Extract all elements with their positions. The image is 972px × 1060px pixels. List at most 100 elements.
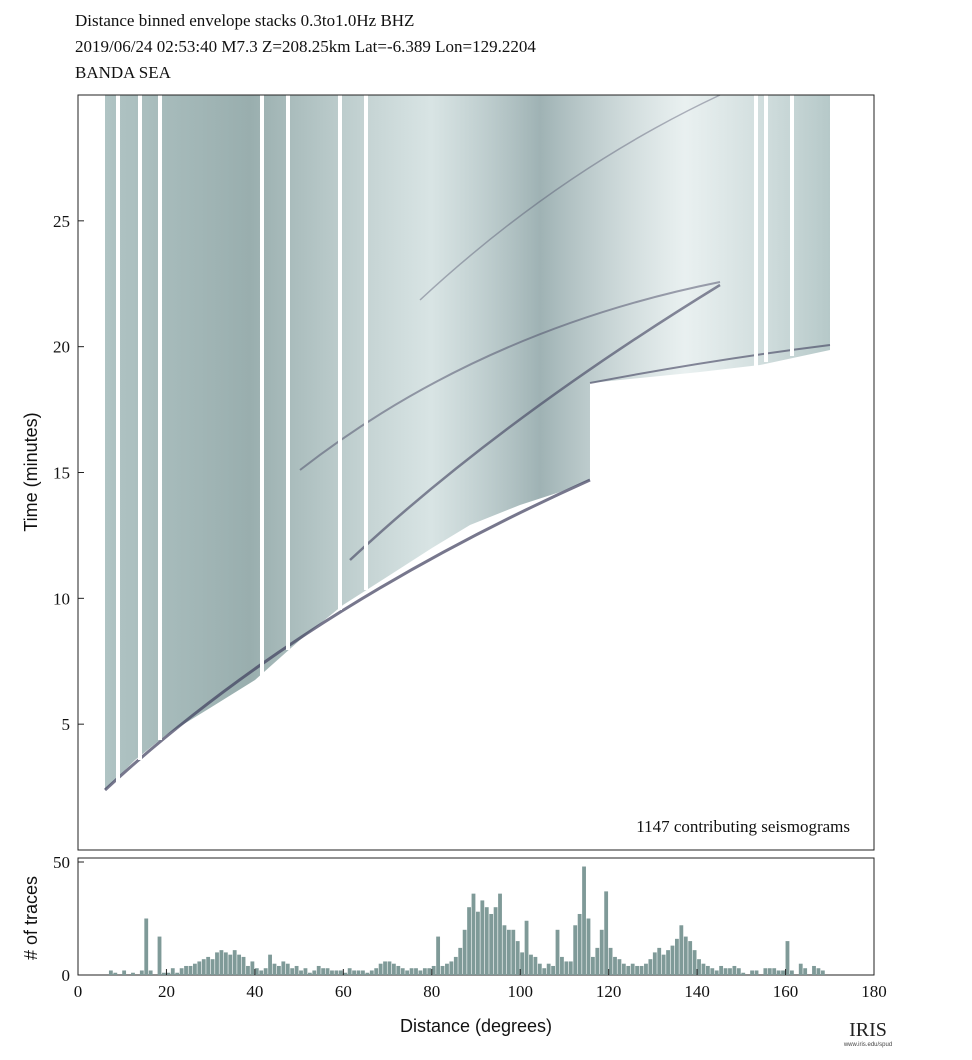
bar (330, 970, 334, 975)
bar (520, 952, 525, 975)
bar (170, 968, 175, 975)
x-tick-label: 0 (74, 982, 83, 1001)
bar (533, 956, 538, 975)
bar (188, 965, 193, 975)
bar (237, 954, 242, 975)
bar (378, 963, 383, 975)
bar (816, 968, 821, 975)
bar (493, 907, 498, 975)
bar (560, 956, 564, 975)
bar (157, 936, 162, 975)
bar (524, 920, 529, 975)
bar (555, 929, 560, 975)
bar (272, 963, 277, 975)
x-axis-label: Distance (degrees) (400, 1016, 552, 1036)
y-tick-label: 20 (53, 338, 70, 357)
bar (683, 936, 688, 975)
bar (776, 970, 781, 975)
envelope-texture (103, 94, 831, 792)
bar (564, 961, 569, 975)
bar (206, 956, 211, 975)
bar (546, 963, 551, 975)
bar (670, 945, 675, 975)
bar (803, 968, 808, 975)
bar (228, 954, 233, 975)
bar (608, 947, 613, 975)
bar (599, 929, 604, 975)
bar (789, 970, 794, 975)
bar (166, 972, 171, 975)
bar (162, 972, 166, 975)
bar (299, 970, 303, 975)
bar (697, 959, 701, 975)
bar (219, 950, 224, 975)
bar (175, 972, 180, 975)
bar (621, 963, 626, 975)
bar (369, 970, 374, 975)
bar (303, 968, 308, 975)
bar (568, 961, 573, 975)
bar (113, 972, 118, 975)
bar (772, 968, 777, 975)
bar (365, 972, 370, 975)
bar (184, 965, 188, 975)
bar (511, 929, 516, 975)
bar (639, 965, 644, 975)
bar (613, 956, 617, 975)
bar (223, 952, 228, 975)
bar (352, 970, 356, 975)
bar (617, 959, 622, 975)
bar (254, 968, 259, 975)
bar (723, 968, 728, 975)
bar (246, 965, 250, 975)
bar (754, 970, 759, 975)
bar (666, 950, 670, 975)
bar (400, 968, 405, 975)
bar (263, 968, 268, 975)
bar (476, 911, 480, 975)
bar (767, 968, 772, 975)
bar (215, 952, 219, 975)
bar (241, 956, 246, 975)
bar (551, 965, 555, 975)
bar (798, 963, 803, 975)
bar (480, 900, 485, 975)
bar (321, 968, 326, 975)
bar (502, 925, 507, 975)
bar (179, 968, 184, 975)
logo: IRIS (849, 1019, 887, 1041)
bar (573, 925, 578, 975)
x-tick-label: 60 (335, 982, 352, 1001)
bar (471, 893, 476, 975)
bar (122, 970, 127, 975)
bar (250, 961, 255, 975)
bar (139, 970, 144, 975)
bar (440, 965, 445, 975)
bar (387, 961, 392, 975)
y-axis-label: # of traces (21, 876, 41, 960)
bar (144, 918, 149, 975)
bar (422, 968, 427, 975)
bar (192, 963, 197, 975)
y-tick-label: 50 (53, 853, 70, 872)
y-tick-label: 10 (53, 589, 70, 608)
bar (307, 972, 312, 975)
bar (736, 968, 741, 975)
bar (701, 963, 706, 975)
bar (396, 965, 401, 975)
bar (427, 968, 432, 975)
bar (431, 965, 436, 975)
bar (820, 970, 825, 975)
x-tick-label: 80 (423, 982, 440, 1001)
bar (108, 970, 113, 975)
bar (285, 963, 290, 975)
x-tick-label: 180 (861, 982, 887, 1001)
title-line: 2019/06/24 02:53:40 M7.3 Z=208.25km Lat=… (75, 37, 536, 56)
bar (506, 929, 511, 975)
bar (675, 938, 679, 975)
bar (719, 965, 724, 975)
bar (741, 972, 746, 975)
bar (294, 965, 299, 975)
bar (657, 947, 662, 975)
